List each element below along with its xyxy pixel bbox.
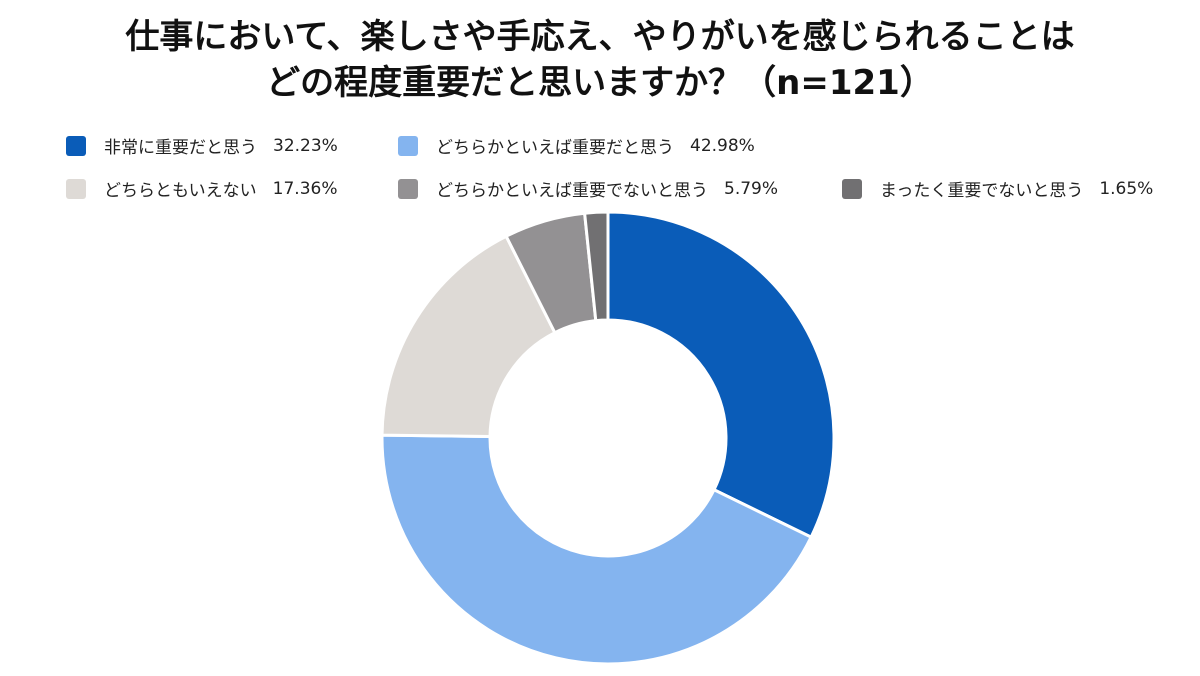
legend-label: 非常に重要だと思う [104,138,257,158]
chart-title-line-1: 仕事において、楽しさや手応え、やりがいを感じられることは [125,17,1075,57]
legend-swatch [66,178,86,199]
slice-somewhat-important [380,433,814,666]
legend-swatch [66,135,86,156]
legend-item-very-important: 非常に重要だと思う 32.23% [66,133,338,158]
legend-label: まったく重要でないと思う [880,181,1084,201]
legend-item-not-important: まったく重要でないと思う 1.65% [842,176,1153,201]
legend-swatch [398,135,418,156]
chart-title: 仕事において、楽しさや手応え、やりがいを感じられることは どの程度重要だと思いま… [0,14,1200,106]
slice-very-important [606,210,836,540]
legend-value: 42.98% [690,135,755,156]
legend-item-somewhat-unimportant: どちらかといえば重要でないと思う 5.79% [398,176,778,201]
slice-neutral [380,234,557,439]
chart-title-line-2: どの程度重要だと思いますか？（n=121） [266,63,934,103]
legend-value: 32.23% [273,135,338,156]
legend-value: 17.36% [272,178,338,199]
legend-swatch [842,178,862,199]
legend-value: 5.79% [724,178,779,199]
legend-item-neutral: どちらともいえない 17.36% [66,176,338,201]
legend-item-somewhat-important: どちらかといえば重要だと思う 42.98% [398,133,755,158]
slice-not-important [582,210,610,323]
legend-swatch [398,178,418,199]
legend-label: どちらかといえば重要でないと思う [436,181,708,201]
legend-label: どちらともいえない [104,181,257,201]
legend-label: どちらかといえば重要だと思う [436,138,674,158]
chart-legend: 非常に重要だと思う 32.23% どちらかといえば重要だと思う 42.98% ど… [0,0,1200,210]
legend-value: 1.65% [1099,178,1154,199]
